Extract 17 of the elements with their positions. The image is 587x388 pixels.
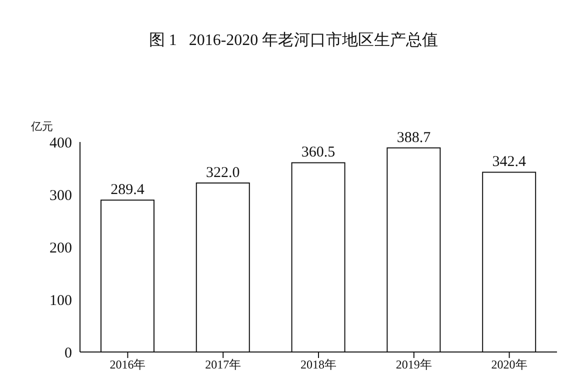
data-label: 388.7 xyxy=(396,130,432,146)
y-tick-label: 300 xyxy=(50,188,72,204)
y-tick-label: 400 xyxy=(50,135,72,152)
chart-title: 图 1 2016-2020 年老河口市地区生产总值 xyxy=(148,30,440,51)
y-tick-label: 0 xyxy=(64,345,72,362)
x-tick-label: 2016年 xyxy=(110,358,146,372)
x-tick-label: 2017年 xyxy=(205,358,242,372)
data-label: 289.4 xyxy=(110,182,145,198)
x-tick-label: 2019年 xyxy=(396,358,432,372)
y-axis-title: 亿元 xyxy=(30,121,53,133)
data-label: 342.4 xyxy=(492,154,526,170)
x-tick-label: 2020年 xyxy=(491,358,528,372)
data-label: 360.5 xyxy=(301,144,336,161)
x-tick-label: 2018年 xyxy=(300,358,336,372)
data-label: 322.0 xyxy=(206,164,240,181)
y-tick-label: 200 xyxy=(50,240,72,256)
y-tick-label: 100 xyxy=(50,292,72,309)
